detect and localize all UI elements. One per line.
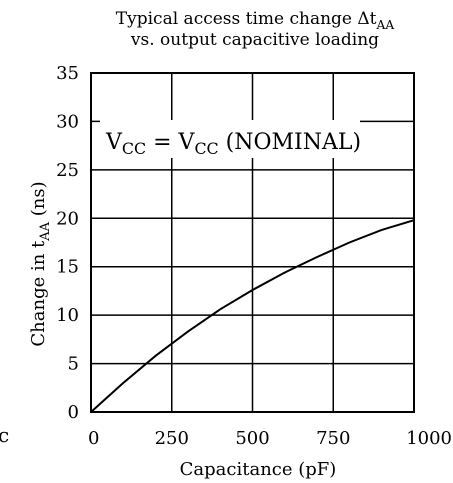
x-tick-label: 500 <box>235 428 269 449</box>
y-tick-label: 35 <box>56 63 79 84</box>
x-axis-label: Capacitance (pF) <box>180 459 337 480</box>
y-axis-label: Change in tAA (ns) <box>28 181 53 346</box>
chart-title-main: Typical access time change Δt <box>116 9 377 29</box>
chart-title-line-1: Typical access time change ΔtAA <box>116 9 395 32</box>
stray-mark: c <box>0 423 9 447</box>
x-tick-labels: 0 250 500 750 1000 <box>88 428 452 449</box>
y-tick-label: 30 <box>56 111 79 132</box>
annotation-background <box>100 120 360 158</box>
y-tick-label: 15 <box>56 257 79 278</box>
y-tick-label: 5 <box>68 354 79 375</box>
y-tick-label: 20 <box>56 208 79 229</box>
chart-title-subscript: AA <box>376 18 395 32</box>
x-tick-label: 1000 <box>406 428 452 449</box>
series-line <box>90 219 415 413</box>
x-tick-label: 750 <box>316 428 350 449</box>
y-tick-labels: 0 5 10 15 20 25 30 35 <box>56 63 79 423</box>
x-tick-label: 0 <box>88 428 99 449</box>
y-tick-label: 25 <box>56 160 79 181</box>
annotation-vcc: VCC = VCC (NOMINAL) <box>105 130 361 158</box>
chart-title-line-2: vs. output capacitive loading <box>130 30 379 50</box>
x-tick-label: 250 <box>155 428 189 449</box>
plot-frame <box>90 72 415 413</box>
y-tick-label: 0 <box>68 402 79 423</box>
y-tick-label: 10 <box>56 305 79 326</box>
